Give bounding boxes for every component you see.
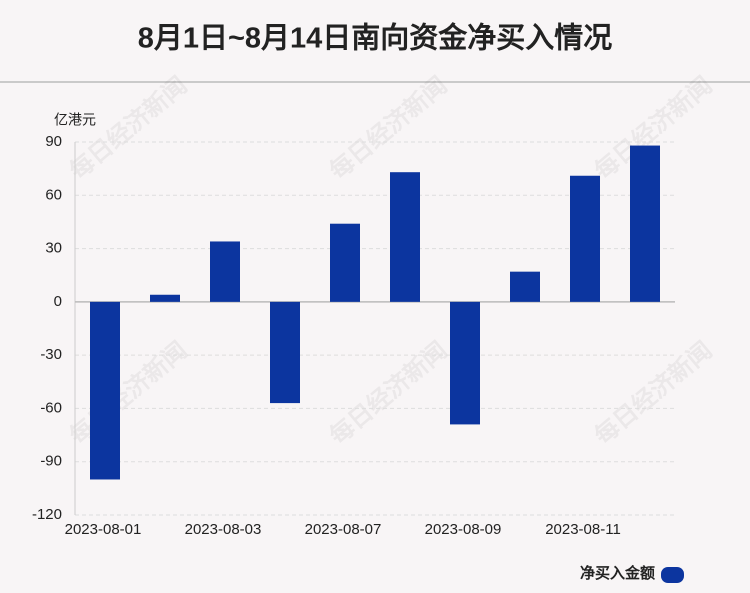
y-tick-label: -30 (40, 346, 62, 363)
bar (90, 301, 120, 480)
x-tick-label: 2023-08-01 (65, 521, 142, 538)
bar (570, 175, 600, 302)
chart-title: 8月1日~8月14日南向资金净买入情况 (138, 21, 613, 55)
x-tick-label: 2023-08-09 (425, 521, 502, 538)
bar (450, 301, 480, 425)
bar (270, 301, 300, 404)
bar (630, 145, 660, 302)
y-tick-label: 60 (45, 186, 62, 203)
y-tick-label: -60 (40, 399, 62, 416)
y-tick-label: 0 (54, 293, 62, 310)
bar (210, 241, 240, 302)
legend-swatch (661, 567, 684, 583)
y-axis-label: 亿港元 (54, 112, 96, 128)
bar (390, 172, 420, 302)
y-tick-label: -120 (32, 506, 62, 523)
bar (510, 271, 540, 302)
x-tick-label: 2023-08-11 (545, 521, 621, 538)
y-tick-label: -90 (40, 453, 62, 470)
bar (150, 294, 180, 302)
x-tick-label: 2023-08-07 (305, 521, 382, 538)
bar (330, 223, 360, 302)
legend-label: 净买入金额 (580, 564, 655, 582)
y-tick-label: 90 (45, 133, 62, 150)
x-tick-label: 2023-08-03 (185, 521, 262, 538)
y-tick-label: 30 (45, 240, 62, 257)
